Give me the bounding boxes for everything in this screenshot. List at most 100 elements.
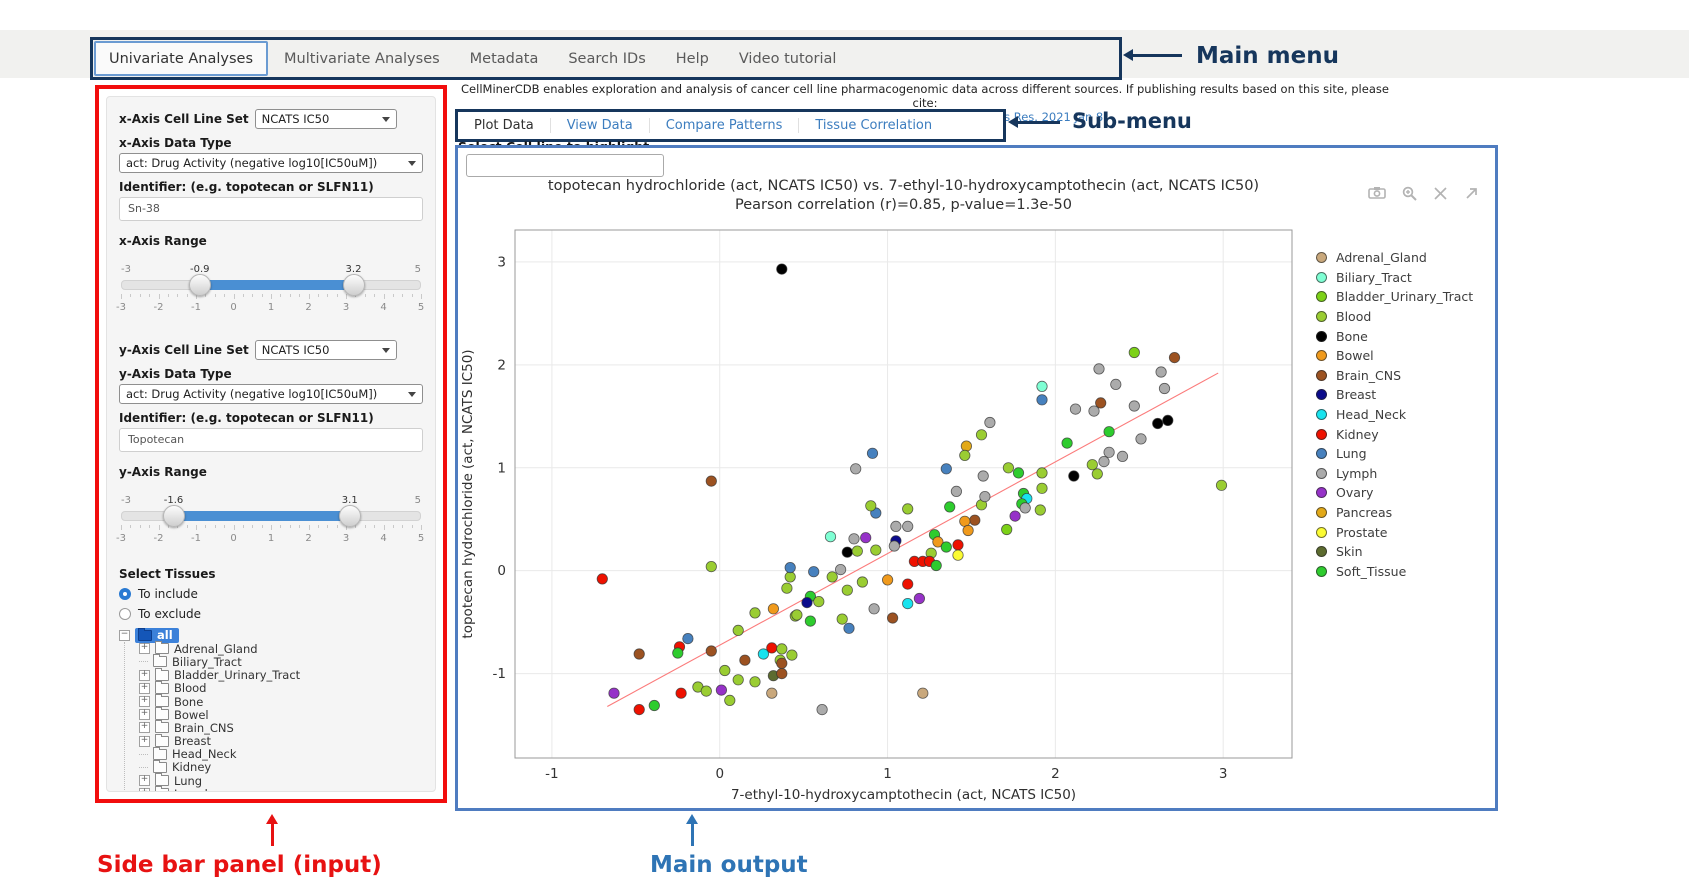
menu-item-multivariate-analyses[interactable]: Multivariate Analyses	[284, 50, 440, 67]
slider-handle-to[interactable]	[338, 505, 361, 527]
tree-node-lymph[interactable]: + Lymph	[139, 786, 423, 791]
radio-include-icon[interactable]	[119, 588, 131, 600]
tree-node-adrenal-gland[interactable]: + Adrenal_Gland	[139, 641, 423, 656]
legend-item-bowel[interactable]: Bowel	[1316, 346, 1473, 366]
menu-item-metadata[interactable]: Metadata	[469, 50, 539, 67]
tree-node-bowel[interactable]: + Bowel	[139, 707, 423, 722]
legend-item-blood[interactable]: Blood	[1316, 307, 1473, 327]
slider-handle-from[interactable]	[162, 505, 185, 527]
tree-node-bladder-urinary-tract[interactable]: + Bladder_Urinary_Tract	[139, 667, 423, 682]
expand-icon[interactable]: +	[139, 695, 150, 708]
tree-node-label: Lymph	[174, 787, 212, 791]
expand-icon[interactable]: +	[139, 721, 150, 734]
legend-swatch	[1316, 526, 1327, 538]
tree-node-bone[interactable]: + Bone	[139, 694, 423, 709]
x-axis-identifier-input[interactable]: Sn-38	[119, 197, 423, 221]
legend-label: Brain_CNS	[1336, 367, 1402, 383]
folder-icon	[155, 786, 169, 791]
expand-icon[interactable]: +	[139, 774, 150, 787]
y-axis-identifier-input[interactable]: Topotecan	[119, 428, 423, 452]
tree-node-kidney[interactable]: Kidney	[139, 759, 423, 774]
legend-item-soft-tissue[interactable]: Soft_Tissue	[1316, 562, 1473, 582]
tree-node-lung[interactable]: + Lung	[139, 773, 423, 788]
legend-item-biliary-tract[interactable]: Biliary_Tract	[1316, 268, 1473, 288]
legend-item-head-neck[interactable]: Head_Neck	[1316, 405, 1473, 425]
slider-handle-to[interactable]	[342, 274, 365, 296]
expand-icon[interactable]: +	[139, 681, 150, 694]
y-axis-set-select[interactable]: NCATS IC50	[254, 340, 397, 360]
legend-swatch	[1316, 507, 1327, 519]
data-point-ovary	[608, 687, 620, 699]
legend-item-brain-cns[interactable]: Brain_CNS	[1316, 366, 1473, 386]
tree-node-blood[interactable]: + Blood	[139, 680, 423, 695]
collapse-icon[interactable]: −	[119, 629, 130, 642]
menu-item-search-ids[interactable]: Search IDs	[568, 50, 646, 67]
legend-item-kidney[interactable]: Kidney	[1316, 424, 1473, 444]
pan-icon[interactable]	[1464, 186, 1479, 201]
cell-line-search-input[interactable]	[466, 154, 664, 177]
x-axis-range-slider[interactable]: -3 5 -0.9 3.2 -3 -2 -1 0 1 2 3 4 5	[116, 264, 424, 322]
data-point-lymph	[888, 540, 900, 552]
camera-icon[interactable]	[1368, 186, 1386, 201]
tissue-include-radio[interactable]: To include	[119, 587, 423, 601]
data-point-blood	[1036, 467, 1048, 479]
legend-item-lung[interactable]: Lung	[1316, 444, 1473, 464]
legend-swatch	[1316, 428, 1327, 440]
slider-tick-label: 2	[305, 302, 312, 313]
slider-tick-label: 3	[342, 302, 350, 313]
y-tick-label: 1	[497, 460, 506, 476]
slider-tick-label: -2	[153, 302, 164, 313]
x-tick-label: -1	[545, 766, 558, 782]
slider-active-bar[interactable]	[173, 511, 350, 521]
tree-node-breast[interactable]: + Breast	[139, 733, 423, 748]
radio-exclude-icon[interactable]	[119, 608, 131, 620]
sub-menu-annotation: Sub-menu	[1072, 109, 1192, 133]
data-point-lung	[1036, 394, 1048, 406]
expand-icon[interactable]: +	[139, 668, 150, 681]
legend-item-adrenal-gland[interactable]: Adrenal_Gland	[1316, 248, 1473, 268]
expand-icon[interactable]: +	[139, 788, 150, 791]
sub-menu-item-view-data[interactable]: View Data	[551, 118, 650, 133]
data-point-lymph	[1069, 403, 1082, 415]
y-axis-type-label: y-Axis Data Type	[119, 367, 232, 381]
scatter-plot[interactable]: -1 0 1 2 3 -1 0 1 2 3 7-ethyl-10-hydroxycamptothec…	[458, 210, 1318, 810]
data-point-bowel	[881, 574, 894, 586]
plot-legend: Adrenal_Gland Biliary_Tract Bladder_Urinar…	[1316, 248, 1473, 581]
sub-menu-item-tissue-correlation[interactable]: Tissue Correlation	[815, 118, 933, 133]
x-axis-type-select[interactable]: act: Drug Activity (negative log10[IC50u…	[119, 153, 423, 173]
slider-tick-label: 0	[230, 533, 237, 544]
expand-icon[interactable]: +	[139, 708, 150, 721]
tree-node-all[interactable]: − all	[119, 627, 423, 644]
tree-node-head-neck[interactable]: Head_Neck	[139, 746, 423, 761]
autoscale-icon[interactable]	[1433, 186, 1448, 201]
y-axis-range-slider[interactable]: -3 5 -1.6 3.1 -3 -2 -1 0 1 2 3 4 5	[116, 495, 424, 553]
x-axis-set-select[interactable]: NCATS IC50	[254, 109, 397, 129]
legend-item-ovary[interactable]: Ovary	[1316, 483, 1473, 503]
legend-item-breast[interactable]: Breast	[1316, 385, 1473, 405]
slider-active-bar[interactable]	[199, 280, 354, 290]
select-tissues-label: Select Tissues	[119, 567, 216, 581]
tree-node-brain-cns[interactable]: + Brain_CNS	[139, 720, 423, 735]
data-point-lung	[682, 632, 694, 645]
menu-item-help[interactable]: Help	[675, 50, 709, 67]
expand-icon[interactable]: +	[139, 642, 150, 655]
y-axis-type-select[interactable]: act: Drug Activity (negative log10[IC50u…	[119, 384, 423, 404]
legend-item-bladder-urinary-tract[interactable]: Bladder_Urinary_Tract	[1316, 287, 1473, 307]
menu-item-video-tutorial[interactable]: Video tutorial	[738, 50, 837, 67]
data-point-blood	[1091, 468, 1103, 480]
legend-item-lymph[interactable]: Lymph	[1316, 464, 1473, 484]
y-tick-label: -1	[493, 666, 506, 682]
legend-item-prostate[interactable]: Prostate	[1316, 522, 1473, 542]
tissue-exclude-radio[interactable]: To exclude	[119, 607, 423, 621]
sub-menu-item-plot-data[interactable]: Plot Data	[458, 118, 551, 133]
zoom-icon[interactable]	[1402, 186, 1417, 201]
slider-handle-from[interactable]	[188, 274, 211, 296]
expand-icon[interactable]: +	[139, 734, 150, 747]
radio-include-label: To include	[138, 587, 198, 601]
legend-item-pancreas[interactable]: Pancreas	[1316, 503, 1473, 523]
tree-node-biliary-tract[interactable]: Biliary_Tract	[139, 654, 423, 669]
sub-menu-item-compare-patterns[interactable]: Compare Patterns	[650, 118, 800, 133]
legend-item-skin[interactable]: Skin	[1316, 542, 1473, 562]
legend-item-bone[interactable]: Bone	[1316, 326, 1473, 346]
menu-item-univariate-analyses[interactable]: Univariate Analyses	[94, 41, 269, 76]
